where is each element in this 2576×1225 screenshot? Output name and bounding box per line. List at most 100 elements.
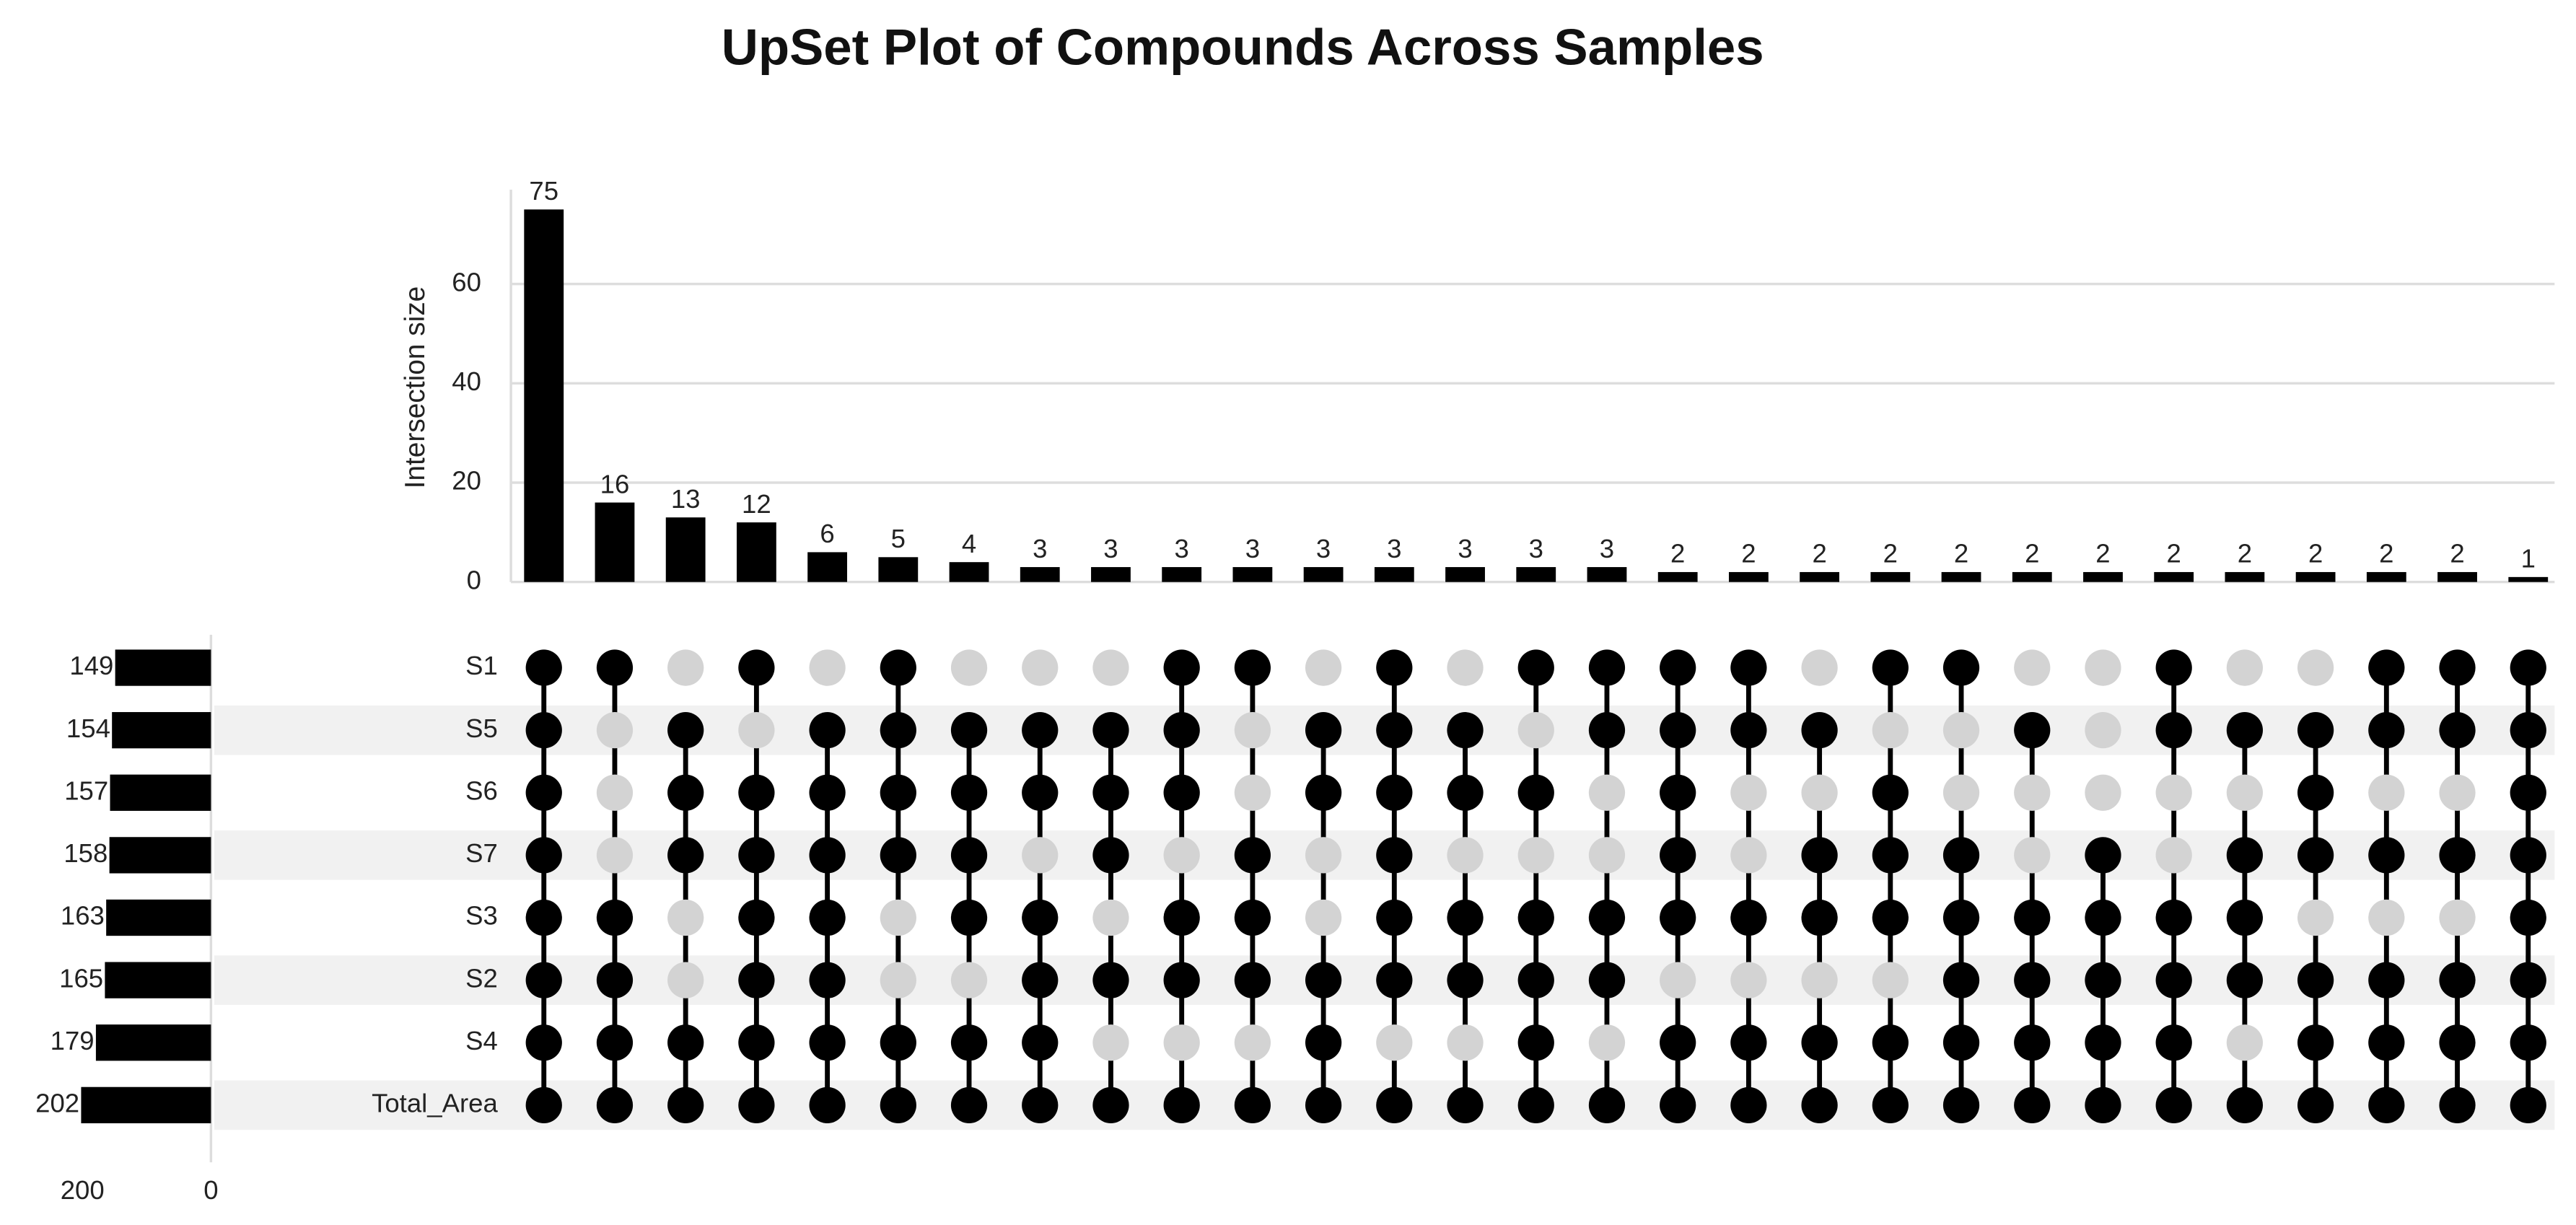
- membership-dot: [525, 962, 562, 998]
- membership-dot: [1730, 649, 1767, 686]
- membership-dot: [2226, 649, 2264, 686]
- membership-dot: [950, 649, 988, 686]
- bar: [2225, 571, 2265, 582]
- membership-dot: [1660, 837, 1696, 874]
- membership-dot: [1801, 899, 1838, 936]
- membership-dot: [1163, 712, 1200, 749]
- membership-dot: [1376, 649, 1413, 686]
- membership-dot: [880, 899, 916, 936]
- set-size-bar: [95, 1024, 211, 1061]
- bar-value-label: 2: [1812, 539, 1826, 568]
- membership-dot: [1801, 649, 1838, 686]
- membership-dot: [596, 962, 634, 998]
- membership-dot: [2014, 774, 2051, 811]
- membership-dot: [596, 774, 634, 811]
- membership-dot: [1942, 1024, 1980, 1061]
- membership-dot: [1730, 837, 1767, 874]
- bar-value-label: 5: [891, 524, 906, 553]
- membership-dot: [2085, 712, 2121, 749]
- membership-dot: [880, 712, 916, 749]
- membership-dot: [950, 712, 988, 749]
- membership-dot: [809, 837, 846, 874]
- membership-dot: [1305, 1024, 1342, 1061]
- membership-dot: [809, 712, 846, 749]
- bar: [1091, 567, 1131, 582]
- bar: [595, 502, 635, 582]
- membership-dot: [2014, 1024, 2051, 1061]
- membership-dot: [2226, 1086, 2264, 1123]
- set-size-bar: [115, 649, 211, 686]
- bar-value-label: 2: [1954, 539, 1968, 568]
- membership-dot: [2368, 1086, 2405, 1123]
- membership-dot: [2510, 899, 2546, 936]
- membership-dot: [1801, 1086, 1838, 1123]
- membership-dot: [1022, 712, 1059, 749]
- membership-dot: [950, 1024, 988, 1061]
- membership-dot: [1163, 774, 1200, 811]
- y-tick-label: 20: [452, 466, 481, 496]
- membership-dot: [2510, 774, 2546, 811]
- membership-dot: [2368, 1024, 2405, 1061]
- membership-dot: [525, 899, 562, 936]
- membership-dot: [1376, 774, 1413, 811]
- membership-dot: [1942, 899, 1980, 936]
- membership-dot: [1234, 649, 1271, 686]
- membership-dot: [1660, 649, 1696, 686]
- membership-dot: [1588, 712, 1626, 749]
- membership-dot: [1660, 1086, 1696, 1123]
- membership-dot: [667, 962, 704, 998]
- membership-dot: [2368, 899, 2405, 936]
- membership-dot: [1730, 1086, 1767, 1123]
- set-size-bar: [109, 837, 211, 874]
- membership-dot: [809, 1024, 846, 1061]
- membership-dot: [667, 1086, 704, 1123]
- membership-dot: [2297, 899, 2334, 936]
- set-name: S4: [465, 1026, 498, 1055]
- membership-dot: [738, 1086, 775, 1123]
- membership-dot: [2439, 1024, 2476, 1061]
- set-size-tick-label: 200: [61, 1175, 105, 1205]
- bar: [2295, 571, 2336, 582]
- membership-dot: [2368, 649, 2405, 686]
- membership-dot: [2368, 962, 2405, 998]
- membership-dot: [1942, 1086, 1980, 1123]
- bar: [1020, 567, 1060, 582]
- bar: [1587, 567, 1627, 582]
- membership-dot: [1517, 899, 1554, 936]
- bar: [807, 552, 848, 582]
- bar: [1657, 571, 1698, 582]
- membership-dot: [1517, 962, 1554, 998]
- bar-value-label: 2: [2025, 539, 2039, 568]
- set-size-label: 165: [59, 963, 103, 993]
- membership-dot: [1801, 774, 1838, 811]
- set-size-label: 179: [51, 1026, 95, 1055]
- membership-dot: [1376, 1086, 1413, 1123]
- bar: [1516, 567, 1556, 582]
- membership-dot: [950, 1086, 988, 1123]
- bar: [2508, 576, 2549, 582]
- membership-dot: [1022, 899, 1059, 936]
- membership-dot: [1376, 962, 1413, 998]
- membership-dot: [2297, 774, 2334, 811]
- membership-dot: [1234, 1086, 1271, 1123]
- membership-dot: [2510, 712, 2546, 749]
- membership-dot: [2297, 1086, 2334, 1123]
- membership-dot: [1660, 1024, 1696, 1061]
- membership-dot: [1447, 712, 1484, 749]
- membership-dot: [809, 1086, 846, 1123]
- membership-dot: [880, 962, 916, 998]
- bar-value-label: 75: [529, 176, 558, 206]
- bar-value-label: 3: [1103, 534, 1118, 563]
- membership-dot: [1730, 774, 1767, 811]
- membership-dot: [1942, 962, 1980, 998]
- membership-dot: [667, 899, 704, 936]
- membership-dot: [1660, 712, 1696, 749]
- membership-dot: [2226, 962, 2264, 998]
- membership-dot: [1872, 774, 1909, 811]
- membership-dot: [1447, 899, 1484, 936]
- membership-dot: [1163, 1086, 1200, 1123]
- membership-dot: [596, 1024, 634, 1061]
- set-size-bar: [106, 899, 211, 936]
- membership-dot: [1730, 712, 1767, 749]
- membership-dot: [2297, 837, 2334, 874]
